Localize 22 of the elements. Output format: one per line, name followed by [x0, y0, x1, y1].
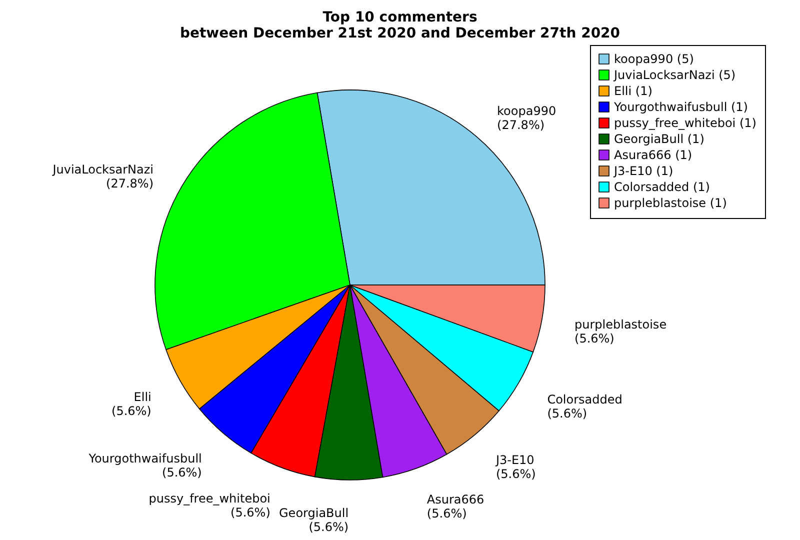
chart-subtitle: between December 21st 2020 and December 27th 2020	[180, 26, 620, 42]
data-label: JuviaLocksarNazi (27.8%)	[52, 162, 154, 190]
legend-label: JuviaLocksarNazi (5)	[613, 68, 736, 82]
legend-label: Elli (1)	[614, 84, 652, 98]
legend-label: pussy_free_whiteboi (1)	[614, 116, 756, 130]
legend-label: Colorsadded (1)	[614, 180, 710, 194]
data-label: Elli (5.6%)	[112, 390, 152, 418]
legend-label: purpleblastoise (1)	[614, 196, 727, 210]
data-label: J3-E10 (5.6%)	[494, 453, 536, 482]
legend-label: Yourgothwaifusbull (1)	[613, 100, 748, 114]
data-label: purpleblastoise (5.6%)	[574, 318, 667, 346]
legend-label: Asura666 (1)	[614, 148, 692, 162]
data-label: Asura666 (5.6%)	[426, 492, 484, 521]
legend-label: GeorgiaBull (1)	[614, 132, 704, 146]
data-label: koopa990 (27.8%)	[497, 104, 556, 132]
chart-title: Top 10 commenters	[322, 10, 478, 26]
legend-label: koopa990 (5)	[614, 52, 694, 66]
legend-label: J3-E10 (1)	[613, 164, 674, 178]
data-label: Yourgothwaifusbull (5.6%)	[88, 451, 202, 480]
data-label: GeorgiaBull (5.6%)	[279, 506, 349, 534]
data-label: Colorsadded (5.6%)	[547, 392, 622, 420]
data-label: pussy_free_whiteboi (5.6%)	[148, 492, 270, 520]
